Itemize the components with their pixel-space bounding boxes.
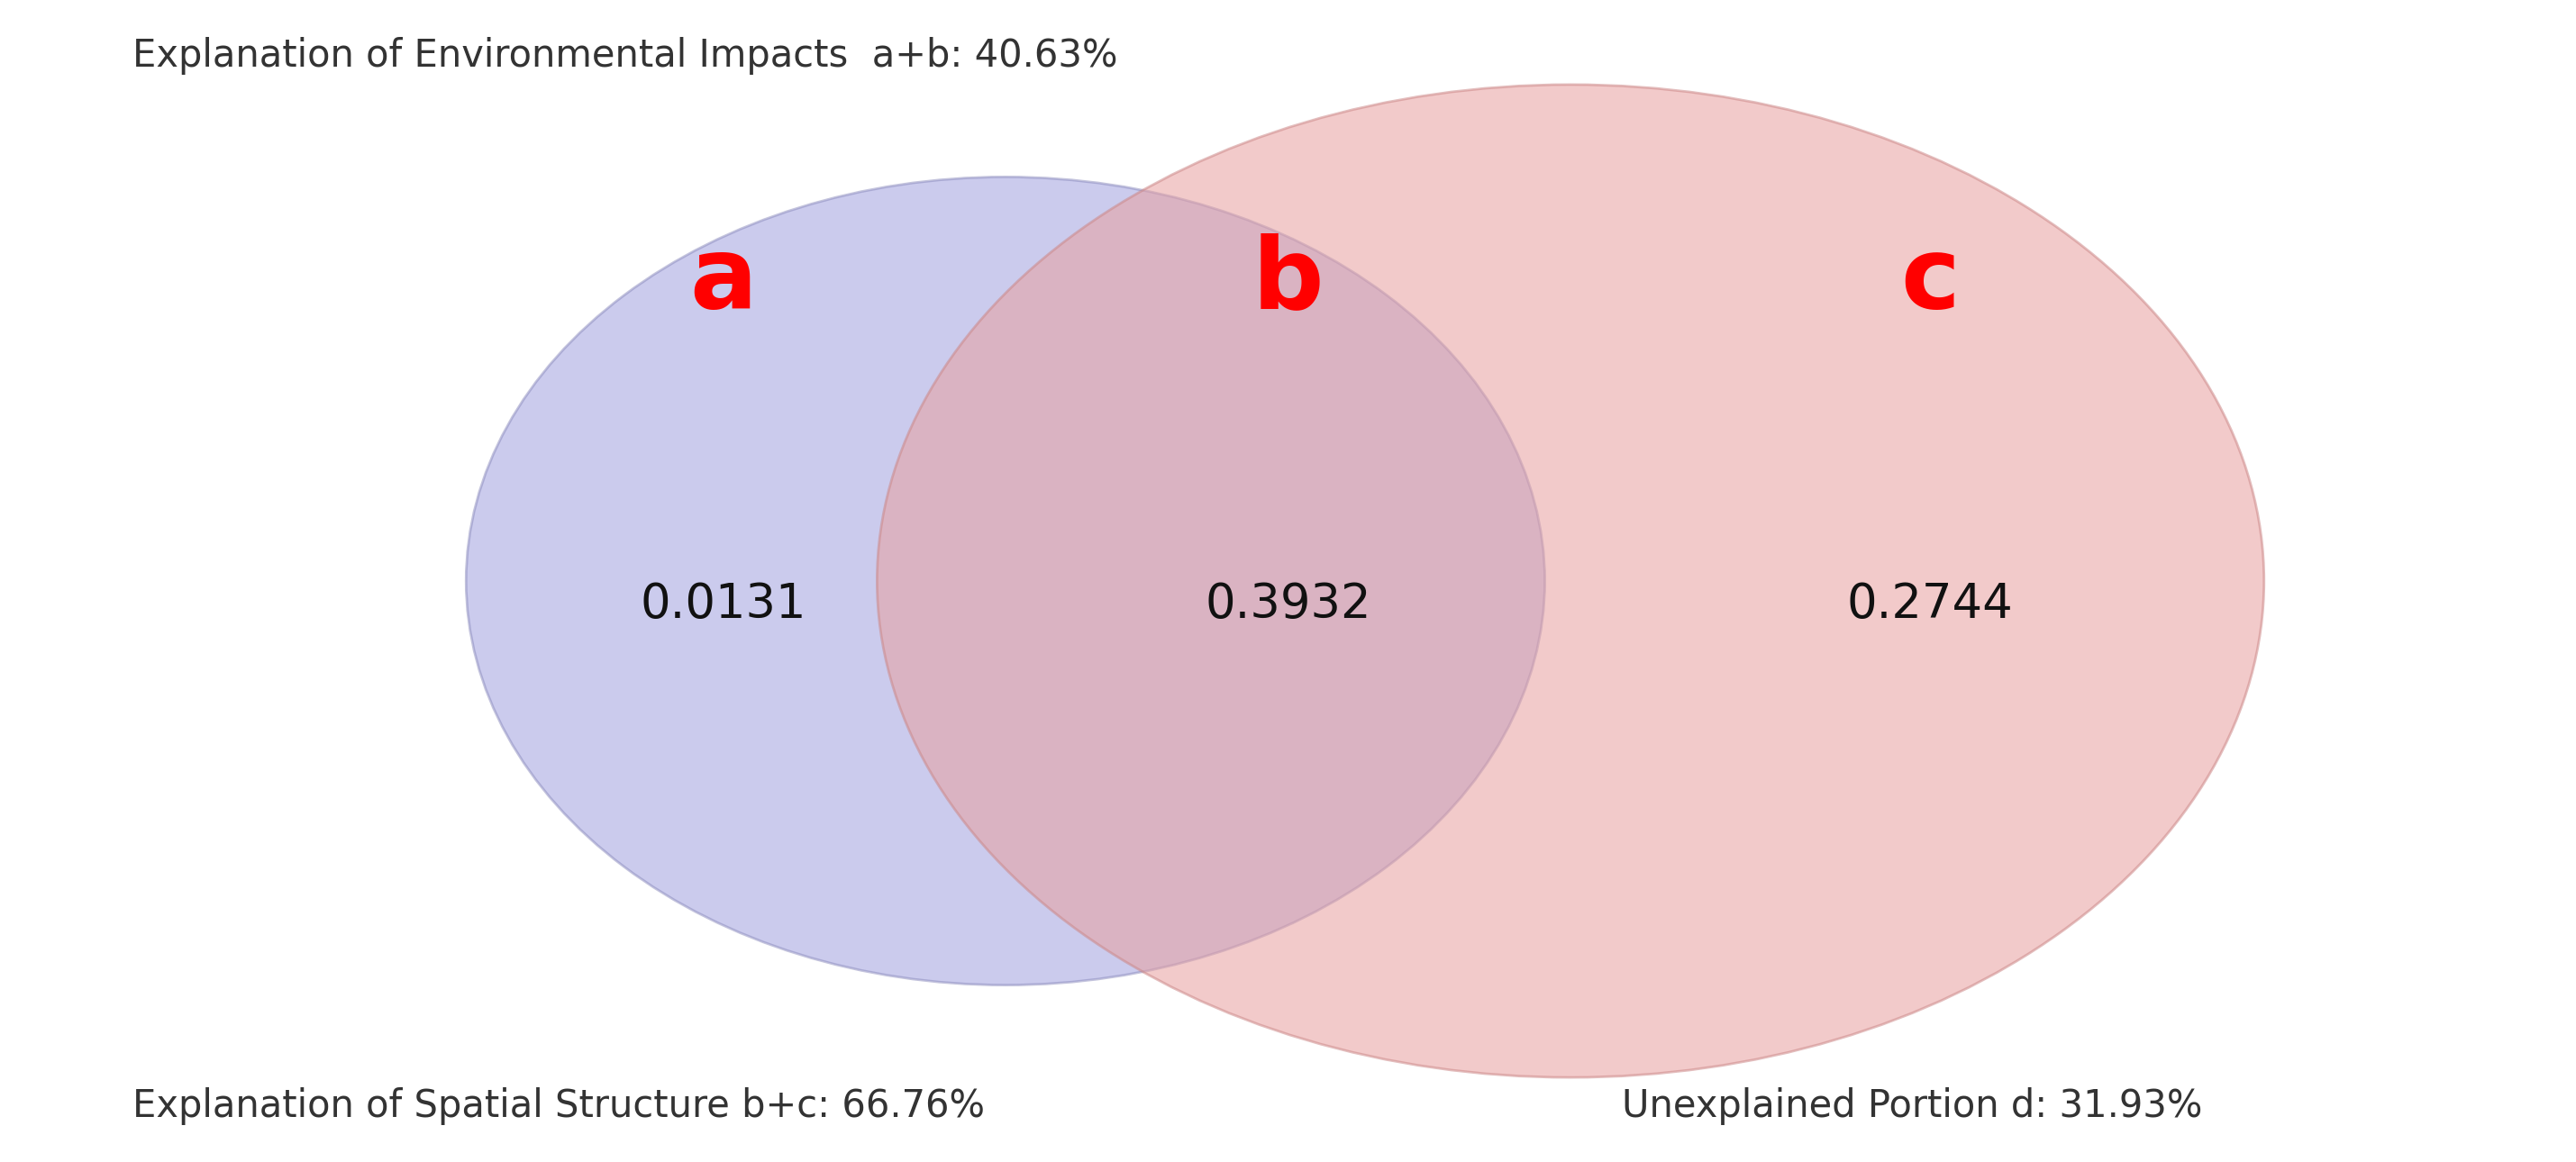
Text: 0.3932: 0.3932 <box>1206 581 1370 627</box>
Ellipse shape <box>876 85 2264 1077</box>
Text: Unexplained Portion d: 31.93%: Unexplained Portion d: 31.93% <box>1623 1088 2202 1125</box>
Text: c: c <box>1901 232 1960 329</box>
Ellipse shape <box>466 177 1546 985</box>
Text: Explanation of Spatial Structure b+c: 66.76%: Explanation of Spatial Structure b+c: 66… <box>131 1088 984 1125</box>
Text: a: a <box>690 232 757 329</box>
Text: 0.0131: 0.0131 <box>639 581 806 627</box>
Text: b: b <box>1252 232 1324 329</box>
Text: 0.2744: 0.2744 <box>1847 581 2014 627</box>
Text: Explanation of Environmental Impacts  a+b: 40.63%: Explanation of Environmental Impacts a+b… <box>131 37 1118 74</box>
